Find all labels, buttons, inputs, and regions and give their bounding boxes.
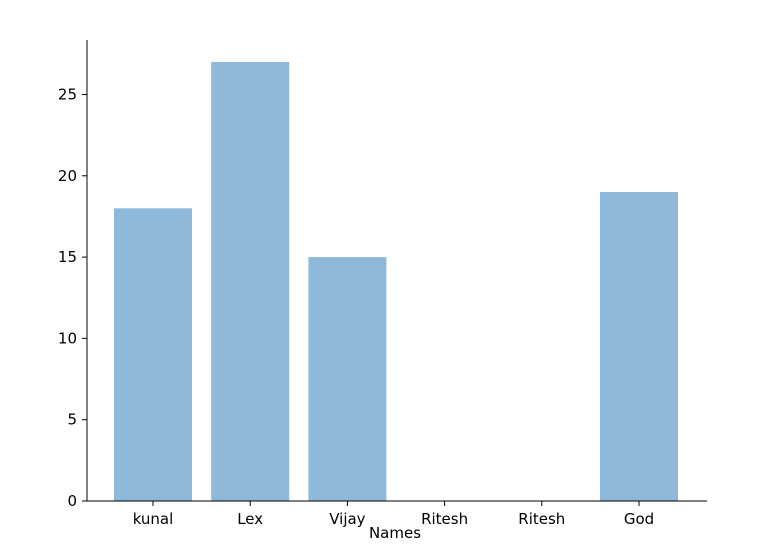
bars-group bbox=[114, 61, 678, 502]
y-axis: 0 5 10 15 20 25 bbox=[58, 40, 88, 510]
x-tick-label-1: Lex bbox=[237, 510, 263, 528]
bar-5 bbox=[600, 192, 678, 502]
bar-2 bbox=[308, 257, 387, 501]
bar-0 bbox=[114, 208, 192, 502]
x-tick-label-4: Ritesh bbox=[518, 510, 565, 528]
x-axis: kunal Lex Vijay Ritesh Ritesh God bbox=[87, 500, 707, 528]
x-axis-title: Names bbox=[369, 524, 421, 542]
x-tick-label-2: Vijay bbox=[329, 510, 365, 528]
y-tick-label-3: 15 bbox=[58, 248, 77, 266]
y-tick-label-0: 0 bbox=[67, 492, 77, 510]
y-tick-label-2: 10 bbox=[58, 329, 77, 347]
x-tick-label-5: God bbox=[624, 510, 654, 528]
y-tick-label-4: 20 bbox=[58, 167, 77, 185]
x-tick-label-0: kunal bbox=[133, 510, 174, 528]
y-tick-label-5: 25 bbox=[58, 85, 77, 103]
x-tick-label-3: Ritesh bbox=[421, 510, 468, 528]
bar-1 bbox=[211, 61, 290, 501]
y-tick-label-1: 5 bbox=[67, 411, 77, 429]
